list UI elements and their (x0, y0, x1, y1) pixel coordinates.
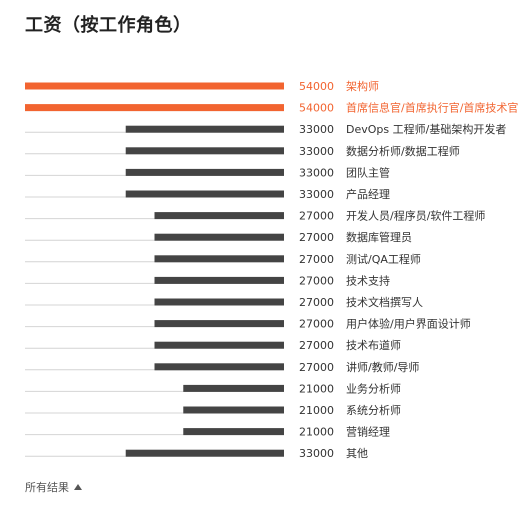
category-label: 技术支持 (346, 273, 390, 287)
bar (25, 82, 284, 90)
bar (183, 428, 284, 436)
bar (154, 320, 284, 328)
bar-value-label: 27000 (299, 318, 334, 331)
category-label: 测试/QA工程师 (346, 253, 421, 266)
category-label: 架构师 (346, 79, 379, 93)
category-label: 营销经理 (346, 425, 390, 439)
category-label: 数据分析师/数据工程师 (346, 144, 460, 158)
bar (125, 190, 284, 198)
show-all-results-label: 所有结果 (25, 481, 69, 494)
category-label: 用户体验/用户界面设计师 (346, 317, 471, 331)
bar (125, 147, 284, 155)
bar-value-label: 33000 (299, 123, 334, 136)
category-label: 技术布道师 (346, 338, 401, 352)
bar (154, 212, 284, 220)
category-label: 首席信息官/首席执行官/首席技术官 (346, 101, 518, 115)
bar (154, 233, 284, 241)
category-label: 技术文档撰写人 (346, 295, 423, 309)
category-label: 开发人员/程序员/软件工程师 (346, 209, 485, 223)
bar-value-label: 21000 (299, 404, 334, 417)
bar (125, 449, 284, 457)
bar (154, 341, 284, 349)
bar-value-label: 21000 (299, 382, 334, 395)
bar (154, 276, 284, 284)
bar (183, 406, 284, 414)
category-label: 其他 (346, 447, 368, 460)
bar-value-label: 54000 (299, 80, 334, 93)
bar (25, 104, 284, 112)
bar-value-label: 33000 (299, 447, 334, 460)
bar-value-label: 27000 (299, 253, 334, 266)
category-label: 业务分析师 (346, 381, 401, 395)
category-label: 产品经理 (346, 187, 390, 201)
bar (125, 168, 284, 176)
category-label: 系统分析师 (346, 403, 401, 417)
caret-up-icon (74, 484, 82, 490)
salary-bar-chart: 54000 架构师 54000 首席信息官/首席执行官/首席技术官 33000 DevOp… (25, 79, 518, 460)
bar-value-label: 27000 (299, 231, 334, 244)
bar (125, 125, 284, 133)
category-label: DevOps 工程师/基础架构开发者 (346, 122, 506, 136)
bar-value-label: 27000 (299, 339, 334, 352)
bar (154, 363, 284, 371)
bar (154, 298, 284, 306)
chart-title: 工资（按工作角色） (25, 15, 192, 36)
bar (154, 255, 284, 263)
bar-value-label: 27000 (299, 361, 334, 374)
bar (183, 384, 284, 392)
category-label: 团队主管 (346, 165, 390, 179)
bar-value-label: 27000 (299, 210, 334, 223)
bar-value-label: 27000 (299, 274, 334, 287)
category-label: 讲师/教师/导师 (346, 360, 419, 374)
bar-value-label: 21000 (299, 426, 334, 439)
bar-value-label: 27000 (299, 296, 334, 309)
category-label: 数据库管理员 (346, 230, 412, 244)
bar-value-label: 54000 (299, 102, 334, 115)
bar-value-label: 33000 (299, 145, 334, 158)
bar-value-label: 33000 (299, 166, 334, 179)
show-all-results-toggle[interactable]: 所有结果 (25, 479, 82, 495)
bar-value-label: 33000 (299, 188, 334, 201)
